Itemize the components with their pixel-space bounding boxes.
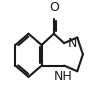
Text: O: O <box>49 1 59 14</box>
Text: NH: NH <box>54 70 73 83</box>
Text: N: N <box>68 37 77 50</box>
